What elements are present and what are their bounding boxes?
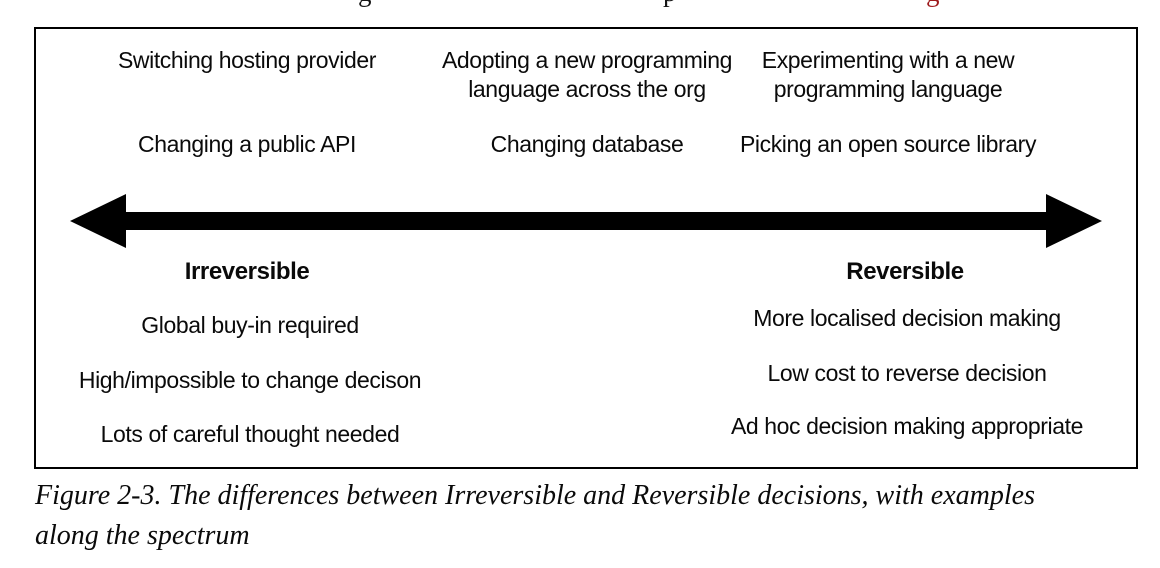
example-adopting-language: Adopting a new programming language acro… [441, 47, 733, 102]
label-reversible: Reversible [846, 258, 964, 285]
cropped-glyph: g [358, 0, 372, 6]
trait-localised-decisions: More localised decision making [753, 305, 1061, 331]
example-changing-public-api: Changing a public API [138, 131, 356, 157]
example-changing-database: Changing database [490, 131, 684, 157]
trait-ad-hoc-decisions: Ad hoc decision making appropriate [730, 413, 1084, 439]
figure-caption-line1: Figure 2-3. The differences between Irre… [35, 480, 1035, 511]
cropped-text-line: g p g [0, 0, 1160, 8]
trait-high-impossible-change: High/impossible to change decison [78, 367, 422, 393]
example-switching-hosting: Switching hosting provider [117, 47, 377, 73]
cropped-glyph-red-link: g [926, 0, 940, 6]
figure-caption-line2: along the spectrum [35, 520, 250, 551]
trait-low-cost-reverse: Low cost to reverse decision [767, 360, 1047, 386]
example-experimenting-language: Experimenting with a new programming lan… [761, 47, 1015, 102]
cropped-glyph: p [663, 0, 677, 6]
spectrum-double-arrow [70, 194, 1102, 248]
trait-global-buy-in: Global buy-in required [141, 312, 359, 338]
label-irreversible: Irreversible [184, 258, 310, 285]
example-open-source-library: Picking an open source library [739, 131, 1037, 157]
trait-careful-thought: Lots of careful thought needed [100, 421, 400, 447]
spectrum-diagram-frame: Switching hosting provider Adopting a ne… [34, 27, 1138, 469]
figure-caption: Figure 2-3. The differences between Irre… [35, 476, 1145, 556]
